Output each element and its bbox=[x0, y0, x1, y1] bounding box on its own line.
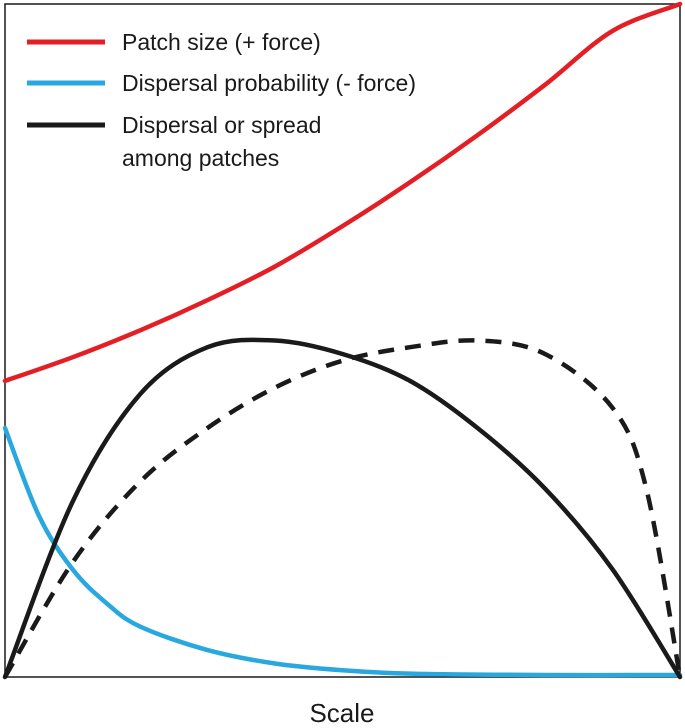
series-dispersal-spread-dashed bbox=[3, 338, 683, 679]
plot-frame bbox=[4, 3, 681, 678]
legend-label-dispersal-probability: Dispersal probability (- force) bbox=[122, 70, 416, 96]
legend-label-dispersal-spread-line1: Dispersal or spread bbox=[122, 112, 321, 138]
series-dispersal-probability bbox=[2, 425, 683, 678]
series-dispersal-spread bbox=[2, 337, 683, 680]
legend: Patch size (+ force) Dispersal probabili… bbox=[27, 29, 416, 171]
series-patch-size bbox=[2, 1, 683, 384]
x-axis-label: Scale bbox=[309, 698, 374, 728]
legend-label-patch-size: Patch size (+ force) bbox=[122, 29, 321, 55]
legend-label-dispersal-spread-line2: among patches bbox=[122, 145, 279, 171]
